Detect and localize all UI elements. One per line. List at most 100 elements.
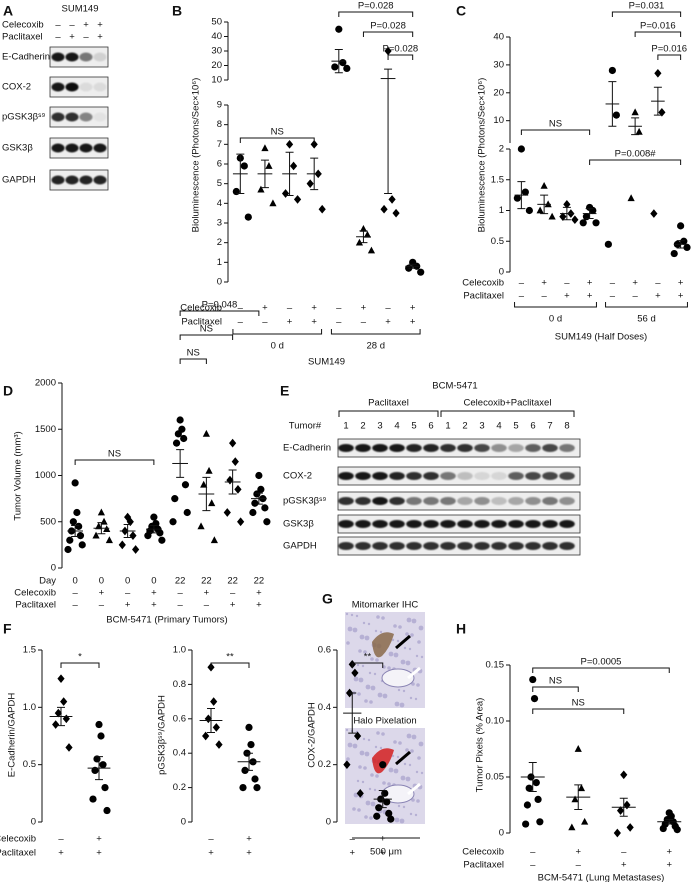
point — [97, 508, 105, 516]
point — [129, 531, 137, 540]
point — [540, 181, 548, 189]
blot-strip — [49, 76, 109, 98]
label: 22 — [175, 576, 186, 587]
cell — [403, 646, 407, 650]
band — [51, 82, 65, 92]
point — [612, 111, 620, 119]
point — [373, 812, 381, 820]
label: 0 — [72, 576, 77, 587]
label: – — [238, 317, 244, 328]
label: COX-2 — [2, 82, 31, 93]
cell — [367, 622, 371, 626]
blot-strip — [49, 46, 109, 68]
cell — [382, 693, 388, 699]
label: 1.0 — [23, 702, 36, 713]
point — [522, 820, 530, 828]
point — [253, 784, 261, 792]
cell — [364, 815, 368, 819]
cell — [396, 755, 400, 759]
error-bar — [528, 761, 537, 793]
point — [171, 495, 179, 503]
band — [542, 471, 558, 481]
label: Day — [39, 576, 56, 587]
band — [389, 443, 405, 453]
cell — [361, 780, 365, 784]
cell — [406, 733, 412, 739]
panel-letter: D — [3, 383, 13, 399]
label: – — [230, 588, 236, 599]
band — [440, 496, 456, 506]
label: E-Cadherin — [283, 443, 331, 454]
cell — [357, 808, 361, 812]
label: + — [410, 317, 416, 328]
sig-bracket — [387, 54, 414, 60]
point — [363, 230, 372, 238]
band — [355, 443, 371, 453]
group-bracket — [514, 302, 597, 308]
label: P=0.016 — [640, 21, 676, 32]
cell — [370, 773, 374, 777]
point — [118, 540, 126, 550]
label: + — [256, 588, 262, 599]
point — [385, 809, 393, 818]
cell — [409, 696, 413, 700]
error-bar — [176, 449, 185, 478]
cell — [405, 632, 409, 636]
band — [423, 519, 439, 529]
point — [654, 68, 662, 78]
label: 4 — [496, 421, 501, 432]
label: 1 — [445, 421, 450, 432]
arrow-white — [407, 782, 421, 796]
label: – — [55, 32, 61, 43]
label: 1.0 — [173, 645, 186, 656]
label: + — [349, 848, 355, 859]
error-bar — [334, 49, 343, 74]
cell — [411, 618, 417, 624]
error-bar — [540, 194, 549, 215]
cell — [356, 779, 360, 783]
cell — [374, 629, 378, 633]
point — [176, 416, 184, 424]
point — [548, 212, 556, 220]
band — [355, 519, 371, 529]
point — [289, 161, 298, 171]
point — [215, 740, 223, 749]
point — [335, 25, 343, 33]
label: + — [380, 834, 386, 845]
point — [208, 499, 216, 507]
label: 5 — [513, 421, 518, 432]
band — [93, 52, 107, 62]
cell — [373, 788, 377, 792]
error-bar — [384, 68, 393, 194]
cell — [368, 671, 372, 675]
label: Tumor Pixels (% Area) — [475, 698, 486, 793]
label: P=0.008# — [615, 149, 657, 160]
cell — [387, 782, 391, 786]
label: 6 — [217, 159, 222, 170]
panel-letter: E — [280, 383, 289, 399]
label: 20 — [211, 60, 222, 71]
point — [318, 204, 326, 214]
error-bar — [619, 797, 628, 817]
tissue — [345, 612, 425, 708]
cell — [367, 738, 371, 742]
bracket — [440, 410, 575, 417]
point — [237, 517, 245, 527]
point — [559, 212, 567, 221]
label: + — [246, 848, 252, 859]
point — [379, 761, 387, 769]
band — [355, 541, 371, 551]
label: 20 — [493, 87, 504, 98]
label: – — [287, 303, 293, 314]
band — [338, 541, 354, 551]
point — [64, 545, 72, 554]
point — [343, 64, 351, 72]
point — [532, 779, 540, 787]
cell — [373, 672, 377, 676]
label: + — [204, 588, 210, 599]
label: P=0.028 — [370, 21, 406, 32]
label: – — [55, 20, 61, 31]
point — [331, 63, 339, 71]
cell — [408, 763, 412, 767]
cell — [370, 801, 376, 807]
